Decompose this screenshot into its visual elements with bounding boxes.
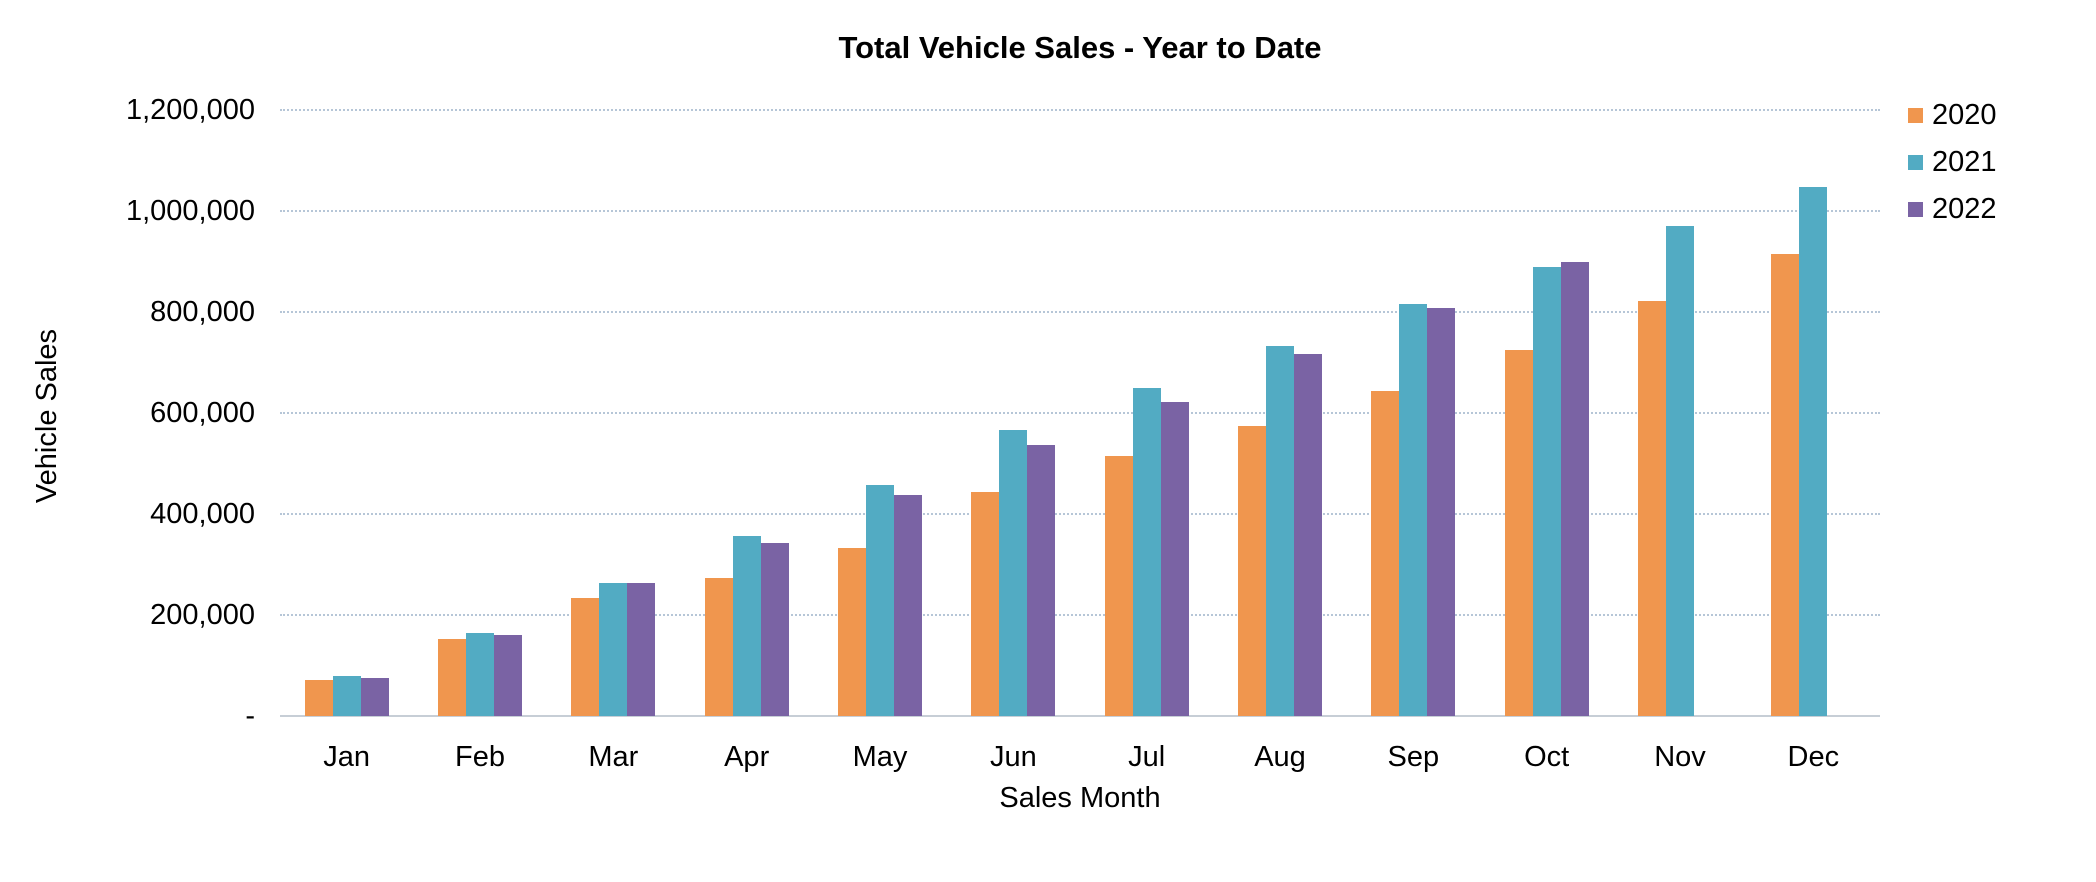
gridline — [280, 412, 1880, 414]
x-tick-label-Mar: Mar — [588, 741, 639, 773]
y-tick-label: 800,000 — [150, 296, 255, 328]
gridline — [280, 210, 1880, 212]
gridline — [280, 311, 1880, 313]
bar-2020-Mar — [571, 598, 600, 716]
chart-title: Total Vehicle Sales - Year to Date — [838, 30, 1322, 65]
bar-2022-Aug — [1294, 354, 1322, 716]
bar-2020-Dec — [1771, 253, 1800, 716]
x-tick-label-Aug: Aug — [1254, 741, 1306, 773]
legend-marker-2020 — [1908, 108, 1923, 123]
x-tick-label-Oct: Oct — [1524, 741, 1570, 773]
bar-2020-Aug — [1238, 425, 1266, 716]
x-tick-label-Apr: Apr — [724, 741, 770, 773]
x-tick-label-May: May — [852, 741, 908, 773]
bar-2020-Jan — [304, 680, 333, 716]
bar-2021-Jun — [999, 430, 1028, 716]
y-tick-label: 600,000 — [150, 397, 255, 429]
legend-label-2021: 2021 — [1932, 146, 1997, 178]
gridline — [280, 513, 1880, 515]
bar-2020-May — [838, 547, 866, 716]
bar-2021-Mar — [599, 582, 628, 716]
bar-2020-Jul — [1104, 456, 1133, 716]
bar-2022-Oct — [1560, 262, 1589, 716]
bar-2021-Jan — [332, 675, 361, 716]
legend-marker-2021 — [1908, 155, 1923, 170]
x-tick-label-Jan: Jan — [323, 741, 371, 773]
bar-2020-Oct — [1504, 349, 1533, 716]
gridline — [280, 109, 1880, 111]
bar-2020-Feb — [438, 639, 466, 716]
bar-2022-Jan — [360, 677, 389, 716]
legend-item-2020: 2020 — [1908, 99, 1997, 132]
legend: 2020 2021 2022 — [1908, 99, 1997, 240]
y-tick-label: 400,000 — [150, 498, 255, 530]
bar-2022-Feb — [494, 634, 522, 716]
bar-2022-Jun — [1027, 444, 1056, 716]
x-axis-line — [280, 715, 1880, 717]
bar-2021-Feb — [466, 633, 494, 716]
legend-marker-2022 — [1908, 202, 1923, 217]
bar-2022-May — [894, 494, 922, 716]
bar-2020-Nov — [1638, 301, 1666, 716]
y-tick-label: - — [245, 700, 255, 732]
legend-item-2021: 2021 — [1908, 146, 1997, 179]
legend-item-2022: 2022 — [1908, 193, 1997, 226]
y-tick-label: 1,000,000 — [125, 195, 255, 227]
bar-2022-Mar — [627, 583, 656, 716]
x-tick-label-Sep: Sep — [1387, 741, 1440, 773]
x-tick-label-Dec: Dec — [1787, 741, 1840, 773]
x-axis-title: Sales Month — [999, 782, 1161, 814]
x-tick-label-Nov: Nov — [1654, 741, 1706, 773]
legend-label-2022: 2022 — [1932, 193, 1997, 225]
x-tick-label-Feb: Feb — [455, 741, 505, 773]
bar-2021-Sep — [1399, 303, 1428, 716]
bar-2021-Oct — [1532, 267, 1561, 716]
y-tick-label: 1,200,000 — [125, 94, 255, 126]
x-tick-label-Jun: Jun — [989, 741, 1037, 773]
bar-2022-Sep — [1427, 307, 1456, 716]
bar-2021-Apr — [732, 536, 761, 716]
bar-2020-Apr — [704, 578, 733, 716]
bar-2021-Aug — [1266, 345, 1294, 716]
bar-2020-Jun — [971, 492, 1000, 716]
gridline — [280, 614, 1880, 616]
bar-2021-Dec — [1799, 186, 1828, 716]
bar-2022-Jul — [1160, 402, 1189, 716]
bar-2021-May — [866, 485, 894, 716]
bar-2021-Nov — [1666, 226, 1694, 716]
y-tick-label: 200,000 — [150, 599, 255, 631]
bar-2022-Apr — [760, 542, 789, 716]
bar-2020-Sep — [1371, 390, 1400, 716]
bar-2021-Jul — [1132, 388, 1161, 716]
x-tick-label-Jul: Jul — [1128, 741, 1166, 773]
legend-label-2020: 2020 — [1932, 99, 1997, 131]
